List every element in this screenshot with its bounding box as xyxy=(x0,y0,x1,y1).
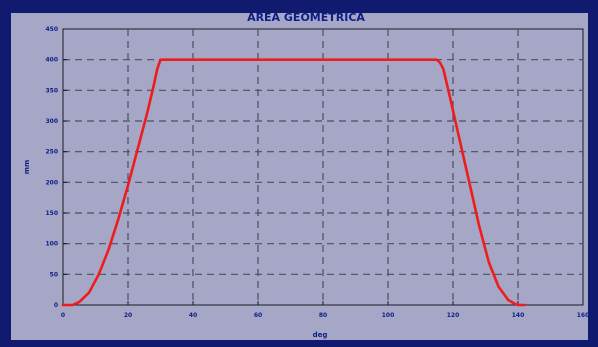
x-axis-label: deg xyxy=(313,331,328,339)
y-tick-label: 300 xyxy=(45,118,58,125)
x-tick-label: 20 xyxy=(124,312,132,319)
y-axis-label: mm xyxy=(23,160,31,175)
x-tick-label: 160 xyxy=(577,312,590,319)
y-tick-label: 50 xyxy=(50,271,58,278)
x-tick-label: 80 xyxy=(319,312,327,319)
y-tick-label: 450 xyxy=(45,26,58,33)
y-tick-label: 200 xyxy=(45,179,58,186)
data-series xyxy=(61,58,526,307)
y-tick-label: 250 xyxy=(45,149,58,156)
x-tick-label: 120 xyxy=(447,312,460,319)
x-tick-label: 140 xyxy=(512,312,525,319)
series-line-0 xyxy=(61,58,526,307)
x-tick-label: 100 xyxy=(382,312,395,319)
x-tick-label: 0 xyxy=(61,312,65,319)
x-tick-label: 60 xyxy=(254,312,262,319)
chart-title: AREA GEOMETRICA xyxy=(247,11,365,24)
y-tick-label: 0 xyxy=(54,302,58,309)
y-tick-label: 350 xyxy=(45,87,58,94)
y-tick-label: 150 xyxy=(45,210,58,217)
y-tick-label: 100 xyxy=(45,241,58,248)
grid-lines xyxy=(63,29,583,305)
y-tick-label: 400 xyxy=(45,57,58,64)
axis-ticks: 0 20 40 60 80 100 120 140 160 0 50 100 150 200 250 300 3… xyxy=(45,26,589,319)
x-tick-label: 40 xyxy=(189,312,197,319)
